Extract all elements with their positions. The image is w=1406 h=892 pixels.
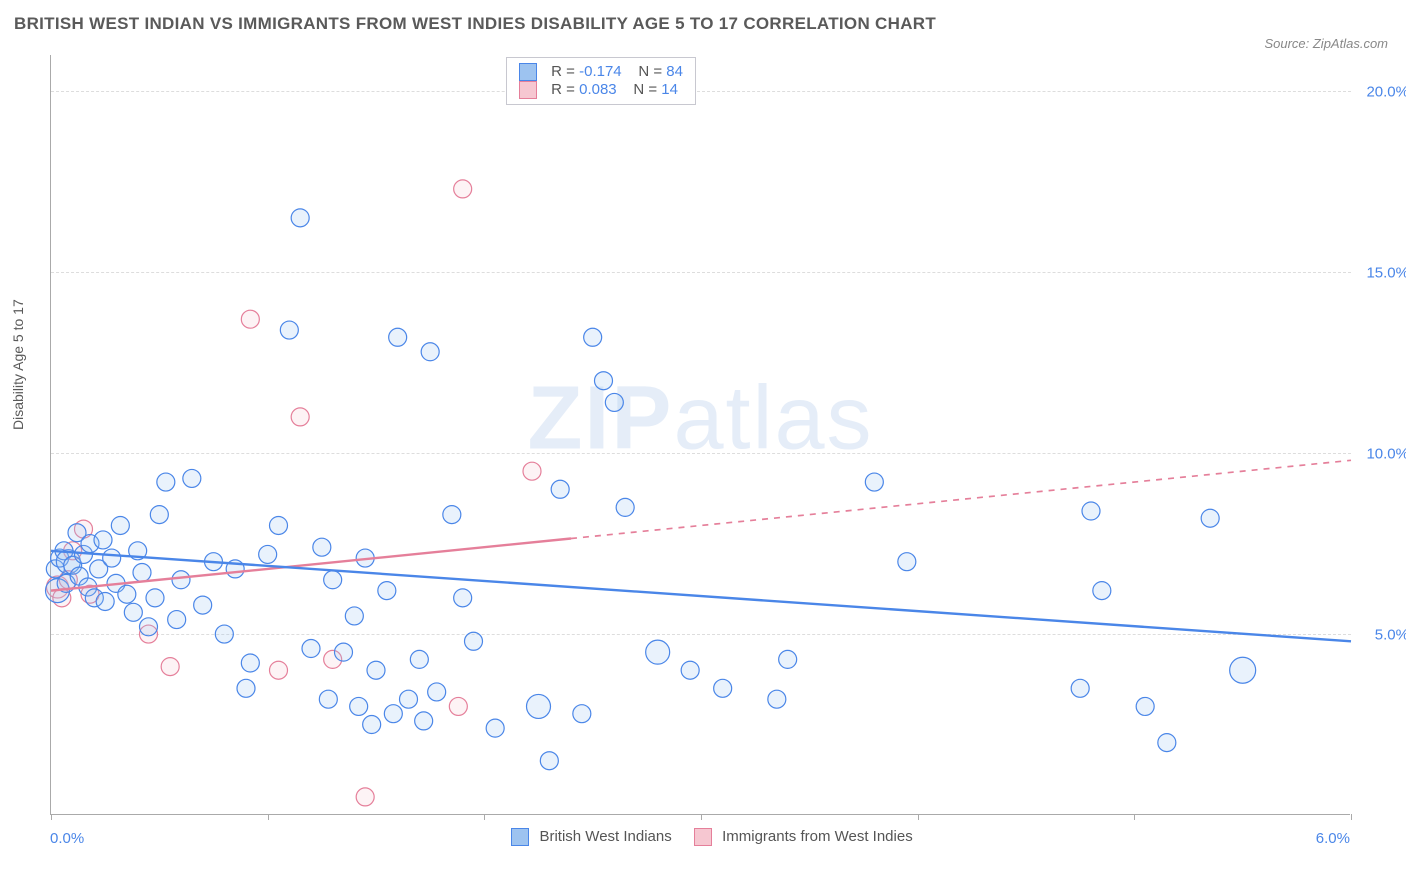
data-point: [443, 506, 461, 524]
data-point: [865, 473, 883, 491]
legend-label-pink: Immigrants from West Indies: [722, 828, 913, 845]
data-point: [1071, 679, 1089, 697]
data-point: [449, 697, 467, 715]
legend-bottom: British West Indians Immigrants from Wes…: [0, 828, 1406, 846]
data-point: [118, 585, 136, 603]
data-point: [1093, 582, 1111, 600]
y-tick-label: 20.0%: [1366, 84, 1406, 101]
data-point: [111, 516, 129, 534]
data-point: [367, 661, 385, 679]
data-point: [280, 321, 298, 339]
data-point: [291, 408, 309, 426]
data-point: [768, 690, 786, 708]
data-point: [324, 571, 342, 589]
data-point: [183, 469, 201, 487]
data-point: [595, 372, 613, 390]
data-point: [335, 643, 353, 661]
data-point: [779, 650, 797, 668]
data-point: [523, 462, 541, 480]
legend-label-blue: British West Indians: [539, 828, 671, 845]
legend-swatch-blue-icon: [511, 828, 529, 846]
data-point: [161, 658, 179, 676]
data-point: [157, 473, 175, 491]
data-point: [898, 553, 916, 571]
data-point: [415, 712, 433, 730]
data-point: [241, 654, 259, 672]
y-tick-label: 10.0%: [1366, 446, 1406, 463]
scatter-svg: [51, 55, 1351, 815]
data-point: [259, 545, 277, 563]
data-point: [270, 661, 288, 679]
data-point: [681, 661, 699, 679]
data-point: [454, 180, 472, 198]
data-point: [605, 393, 623, 411]
data-point: [172, 571, 190, 589]
chart-title: BRITISH WEST INDIAN VS IMMIGRANTS FROM W…: [14, 14, 936, 34]
data-point: [168, 611, 186, 629]
data-point: [486, 719, 504, 737]
data-point: [540, 752, 558, 770]
data-point: [302, 640, 320, 658]
data-point: [400, 690, 418, 708]
trend-line: [51, 551, 1351, 641]
data-point: [103, 549, 121, 567]
data-point: [150, 506, 168, 524]
data-point: [616, 498, 634, 516]
chart-plot-area: ZIPatlas 5.0%10.0%15.0%20.0% R = -0.174 …: [50, 55, 1350, 815]
data-point: [146, 589, 164, 607]
data-point: [389, 328, 407, 346]
data-point: [241, 310, 259, 328]
y-tick-label: 15.0%: [1366, 265, 1406, 282]
data-point: [124, 603, 142, 621]
data-point: [350, 697, 368, 715]
data-point: [1082, 502, 1100, 520]
data-point: [133, 564, 151, 582]
data-point: [291, 209, 309, 227]
data-point: [140, 618, 158, 636]
data-point: [237, 679, 255, 697]
data-point: [646, 640, 670, 664]
trend-line: [51, 539, 571, 591]
data-point: [551, 480, 569, 498]
data-point: [1201, 509, 1219, 527]
data-point: [714, 679, 732, 697]
data-point: [378, 582, 396, 600]
data-point: [1136, 697, 1154, 715]
data-point: [345, 607, 363, 625]
source-attribution: Source: ZipAtlas.com: [1264, 36, 1388, 51]
data-point: [270, 516, 288, 534]
legend-swatch-pink-icon: [694, 828, 712, 846]
data-point: [1158, 734, 1176, 752]
data-point: [215, 625, 233, 643]
data-point: [319, 690, 337, 708]
data-point: [194, 596, 212, 614]
data-point: [313, 538, 331, 556]
data-point: [527, 694, 551, 718]
data-point: [363, 716, 381, 734]
data-point: [465, 632, 483, 650]
data-point: [94, 531, 112, 549]
data-point: [421, 343, 439, 361]
trend-line-dashed: [571, 460, 1351, 538]
data-point: [384, 705, 402, 723]
data-point: [96, 592, 114, 610]
data-point: [1230, 657, 1256, 683]
data-point: [454, 589, 472, 607]
data-point: [573, 705, 591, 723]
data-point: [410, 650, 428, 668]
data-point: [428, 683, 446, 701]
y-tick-label: 5.0%: [1375, 627, 1406, 644]
data-point: [356, 788, 374, 806]
data-point: [584, 328, 602, 346]
y-axis-label: Disability Age 5 to 17: [10, 299, 26, 430]
